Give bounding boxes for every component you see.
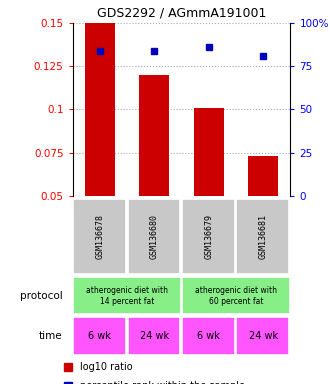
Text: 6 wk: 6 wk [88,331,111,341]
Text: GSM136679: GSM136679 [204,214,213,259]
Bar [139,75,169,196]
Bar [194,108,224,196]
Bar [248,156,278,196]
FancyBboxPatch shape [237,317,289,355]
FancyBboxPatch shape [182,277,290,314]
Text: atherogenic diet with
14 percent fat: atherogenic diet with 14 percent fat [86,286,168,306]
FancyBboxPatch shape [128,199,181,274]
Text: GSM136678: GSM136678 [95,214,104,259]
Text: 24 wk: 24 wk [140,331,169,341]
Bar [85,23,115,196]
FancyBboxPatch shape [73,277,181,314]
FancyBboxPatch shape [128,317,181,355]
Text: protocol: protocol [20,291,63,301]
FancyBboxPatch shape [182,199,235,274]
FancyBboxPatch shape [73,199,126,274]
Title: GDS2292 / AGmmA191001: GDS2292 / AGmmA191001 [97,6,266,19]
FancyBboxPatch shape [237,199,289,274]
Text: 24 wk: 24 wk [248,331,278,341]
Text: atherogenic diet with
60 percent fat: atherogenic diet with 60 percent fat [195,286,277,306]
Text: percentile rank within the sample: percentile rank within the sample [80,381,245,384]
FancyBboxPatch shape [73,317,126,355]
Text: time: time [39,331,63,341]
Text: 6 wk: 6 wk [197,331,220,341]
Text: GSM136680: GSM136680 [150,214,159,259]
FancyBboxPatch shape [182,317,235,355]
Text: log10 ratio: log10 ratio [80,362,132,372]
Text: GSM136681: GSM136681 [259,214,268,259]
